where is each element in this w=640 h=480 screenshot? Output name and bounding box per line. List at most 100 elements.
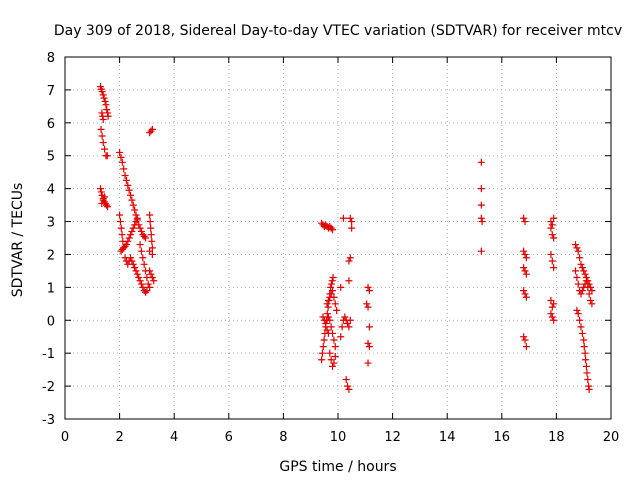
data-point [328,277,336,285]
y-tick-label: -1 [42,347,55,362]
data-point [118,231,126,239]
data-point [122,241,130,249]
data-point [477,185,485,193]
data-point [337,283,345,291]
data-point [572,267,580,275]
data-point [99,91,107,99]
data-point [318,349,326,357]
data-point [128,257,136,265]
data-point [521,336,529,344]
data-point [548,313,556,321]
data-point [572,241,580,249]
data-point [573,273,581,281]
data-point [477,201,485,209]
data-point [102,201,110,209]
y-tick-label: 0 [47,314,55,329]
data-point [348,224,356,232]
data-point [364,339,372,347]
data-point [329,287,337,295]
data-point [148,125,156,133]
data-point [150,277,158,285]
data-point [146,283,154,291]
data-point [329,226,337,234]
data-point [128,196,136,204]
data-point [588,300,596,308]
x-tick-label: 10 [330,430,347,445]
data-point [345,323,353,331]
data-point [148,273,156,281]
data-point [135,273,143,281]
data-point [101,145,109,153]
data-point [323,300,331,308]
data-point [573,244,581,252]
data-point [139,254,147,262]
data-point [323,326,331,334]
data-point [97,188,105,196]
data-point [547,310,555,318]
data-point [330,359,338,367]
data-point [581,349,589,357]
data-point [521,218,529,226]
data-point [146,267,154,275]
data-point [320,336,328,344]
data-point [522,254,530,262]
data-point [127,191,135,199]
data-point [547,224,555,232]
data-point [331,352,339,360]
data-point [131,206,139,214]
data-point [140,232,148,240]
y-tick-label: 5 [47,150,55,165]
data-point [323,310,331,318]
grid-lines [65,57,611,419]
x-tick-label: 4 [170,430,178,445]
data-point [148,237,156,245]
data-point [137,247,145,255]
data-point [100,94,108,102]
x-tick-label: 16 [494,430,511,445]
data-point [576,254,584,262]
data-point [346,214,354,222]
data-point [102,101,110,109]
data-point [344,382,352,390]
data-point [137,280,145,288]
data-point [547,250,555,258]
data-point [318,356,326,364]
data-point [324,313,332,321]
x-tick-label: 18 [548,430,565,445]
data-point [322,320,330,328]
data-point [341,313,349,321]
data-point [365,287,373,295]
data-point [118,158,126,166]
data-point [136,277,144,285]
data-point [346,316,354,324]
data-point [574,280,582,288]
data-point [131,264,139,272]
data-point [587,297,595,305]
data-point [550,316,558,324]
data-point [125,234,133,242]
data-point [577,260,585,268]
data-point [364,359,372,367]
data-point [584,376,592,384]
data-point [585,290,593,298]
data-point [365,323,373,331]
data-point [574,310,582,318]
data-point [578,287,586,295]
data-point [139,283,147,291]
data-point [327,280,335,288]
data-point [124,181,132,189]
y-axis-label: SDTVAR / TECUs [10,183,26,298]
y-tick-label: 8 [47,51,55,66]
data-point [576,316,584,324]
data-point [132,211,140,219]
data-point [324,303,332,311]
data-point [148,250,156,258]
data-point [103,106,111,114]
data-points [96,83,596,393]
data-point [326,316,334,324]
data-point [127,254,135,262]
data-point [548,221,556,229]
data-point [144,280,152,288]
